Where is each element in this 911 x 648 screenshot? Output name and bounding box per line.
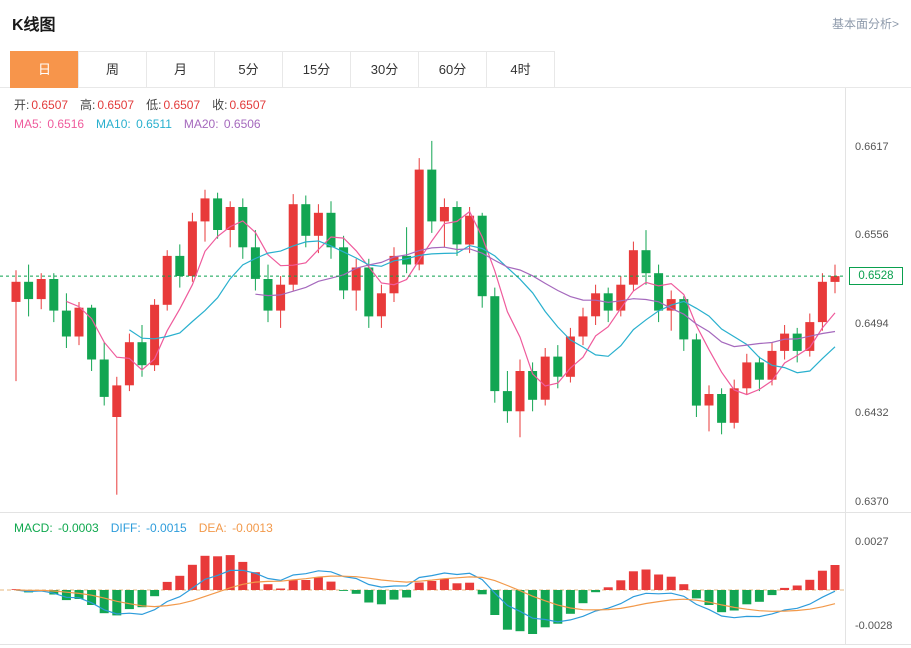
tab-15min[interactable]: 15分: [282, 51, 351, 88]
tab-4h[interactable]: 4时: [486, 51, 555, 88]
ohlc-legend: 开: 0.6507 高: 0.6507 低: 0.6507 收: 0.6507: [14, 96, 266, 113]
ohlc-open: 开: 0.6507: [14, 98, 69, 112]
page-title: K线图: [12, 17, 56, 34]
macd-legend-item: MACD: -0.0003: [14, 521, 99, 535]
ohlc-close: 收: 0.6507: [212, 98, 267, 112]
tab-day[interactable]: 日: [10, 51, 79, 88]
tab-5min[interactable]: 5分: [214, 51, 283, 88]
tab-30min[interactable]: 30分: [350, 51, 419, 88]
current-price-tag: 0.6528: [849, 267, 903, 286]
macd-legend: MACD: -0.0003 DIFF: -0.0015 DEA: -0.0013: [14, 521, 273, 535]
macd-axis-label: 0.0027: [855, 536, 889, 549]
analysis-link[interactable]: 基本面分析>: [831, 16, 899, 31]
price-axis-label: 0.6556: [855, 228, 889, 241]
macd-axis-label: -0.0028: [855, 620, 893, 633]
chart-area: 开: 0.6507 高: 0.6507 低: 0.6507 收: 0.6507 MA5: 0.…: [0, 88, 911, 648]
tab-month[interactable]: 月: [146, 51, 215, 88]
price-axis-label: 0.6370: [855, 496, 889, 509]
tab-bar: 日周月 5分 15分 30分 60分 4时: [0, 51, 911, 88]
price-axis-label: 0.6432: [855, 407, 889, 420]
ma20-legend-item: MA20: 0.6506: [183, 117, 261, 131]
price-axis: 0.6617 0.6556 0.6494 0.6432 0.6370 0.6528 0.00…: [845, 88, 911, 645]
bottom-border: [0, 644, 911, 645]
diff-legend-item: DIFF: -0.0015: [110, 521, 187, 535]
ohlc-low: 低: 0.6507: [146, 98, 201, 112]
ma5-legend-item: MA5: 0.6516: [14, 117, 85, 131]
macd-chart: [0, 555, 845, 634]
tab-week[interactable]: 周: [78, 51, 147, 88]
pane-divider: [0, 512, 911, 513]
tab-60min[interactable]: 60分: [418, 51, 487, 88]
ma-legend: MA5: 0.6516 MA10: 0.6511 MA20: 0.6506: [14, 117, 261, 131]
header: K线图 基本面分析>: [0, 0, 911, 46]
candlestick-chart: [0, 140, 845, 495]
ohlc-high: 高: 0.6507: [80, 98, 135, 112]
price-axis-label: 0.6617: [855, 141, 889, 154]
price-axis-label: 0.6494: [855, 317, 889, 330]
dea-legend-item: DEA: -0.0013: [198, 521, 273, 535]
ma10-legend-item: MA10: 0.6511: [96, 117, 172, 131]
